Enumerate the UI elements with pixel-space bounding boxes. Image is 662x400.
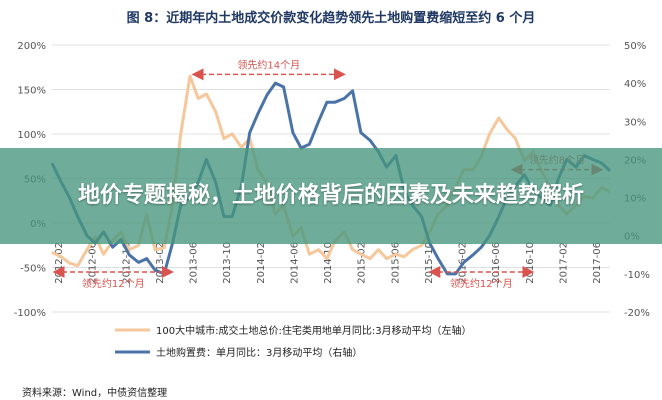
x-tick-label: 2017-06 <box>592 242 603 284</box>
annotation-label: 领先约12个月 <box>82 277 145 290</box>
x-tick-label: 2014-02 <box>256 242 267 284</box>
x-tick-label: 2015-02 <box>357 242 368 284</box>
annotation-label: 领先约12个月 <box>450 277 513 290</box>
title-banner: 地价专题揭秘，土地价格背后的因素及未来趋势解析 <box>0 148 662 244</box>
x-tick-label: 2013-06 <box>189 242 200 284</box>
x-tick-label: 2012-02 <box>54 242 65 284</box>
x-tick-label: 2013-02 <box>155 242 166 284</box>
left-tick-label: -100% <box>14 308 46 319</box>
left-tick-label: -50% <box>20 264 46 275</box>
x-tick-label: 2014-10 <box>323 242 334 284</box>
x-axis-ticks: 2012-02 2012-06 2012-10 2013-02 2013-06 2013-… <box>54 242 603 284</box>
annotation-label: 领先约14个月 <box>237 58 300 71</box>
x-tick-label: 2012-06 <box>88 242 99 284</box>
banner-title: 地价专题揭秘，土地价格背后的因素及未来趋势解析 <box>77 183 584 208</box>
chart-title: 图 8：近期年内土地成交价款变化趋势领先土地购置费缩短至约 6 个月 <box>127 10 536 26</box>
legend: 100大中城市:成交土地总价:住宅类用地单月同比:3月移动平均（左轴） 土地购置费… <box>115 324 472 359</box>
x-tick-label: 2012-10 <box>121 242 132 284</box>
left-tick-label: 150% <box>17 86 46 97</box>
x-tick-label: 2016-10 <box>525 242 536 284</box>
right-tick-label: -10% <box>624 270 650 281</box>
left-tick-label: 200% <box>17 41 46 52</box>
legend-label: 土地购置费：单月同比：3月移动平均（右轴） <box>156 346 362 359</box>
left-tick-label: 100% <box>17 130 46 141</box>
x-tick-label: 2017-02 <box>558 242 569 284</box>
right-tick-label: 30% <box>624 117 646 128</box>
source-note: 资料来源：Wind，中债资信整理 <box>22 388 168 399</box>
x-tick-label: 2013-10 <box>222 242 233 284</box>
legend-label: 100大中城市:成交土地总价:住宅类用地单月同比:3月移动平均（左轴） <box>156 324 472 337</box>
right-tick-label: -20% <box>624 308 650 319</box>
right-tick-label: 50% <box>624 41 646 52</box>
x-tick-label: 2014-06 <box>289 242 300 284</box>
x-tick-label: 2015-10 <box>424 242 435 284</box>
right-tick-label: 40% <box>624 79 646 90</box>
x-tick-label: 2015-06 <box>390 242 401 284</box>
x-tick-label: 2016-06 <box>491 242 502 284</box>
